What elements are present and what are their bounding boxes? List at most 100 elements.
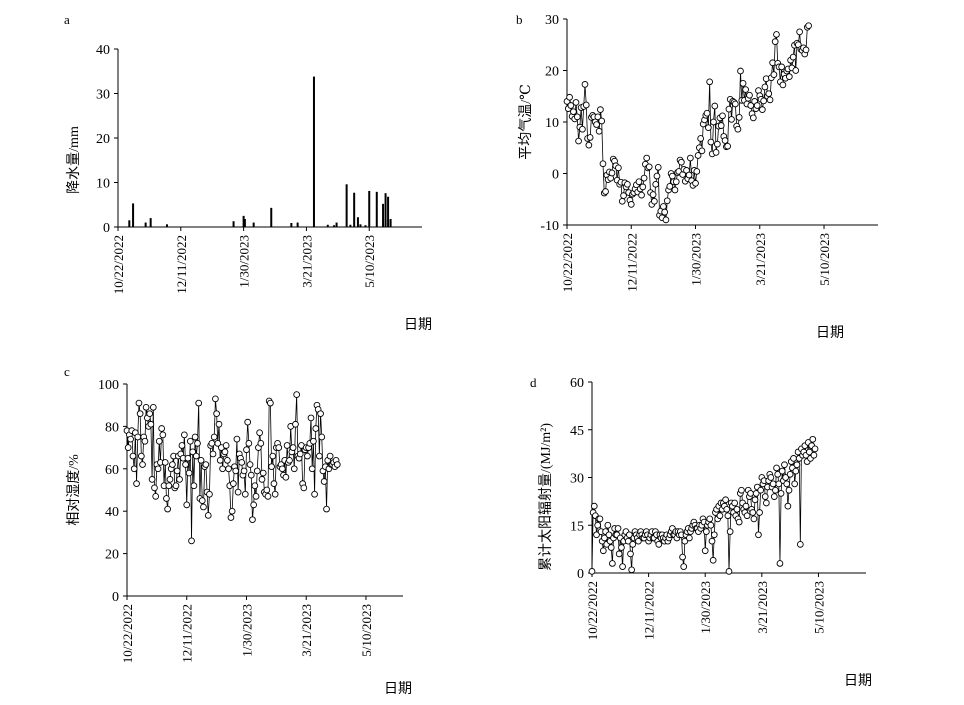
- data-point: [311, 490, 318, 498]
- panel-label-d: d: [530, 375, 537, 390]
- data-point: [146, 410, 154, 418]
- data-point: [789, 53, 797, 61]
- data-point: [710, 118, 717, 126]
- data-point: [289, 444, 297, 451]
- data-point: [308, 465, 316, 473]
- data-point: [234, 488, 242, 496]
- data-point: [773, 31, 780, 38]
- data-point: [627, 550, 634, 558]
- x-tick-label: 1/30/2023: [239, 604, 254, 657]
- data-point: [129, 452, 137, 460]
- data-point: [672, 178, 680, 186]
- plot-area-b: -10 0 10 20 30 10/22/2022 12/11/2022 1/30/2023 3…: [540, 13, 878, 292]
- y-tick-label: 0: [552, 168, 559, 183]
- data-point: [619, 563, 626, 570]
- precip-bar: [243, 218, 246, 227]
- data-point: [802, 46, 810, 54]
- data-point: [202, 461, 210, 468]
- data-point: [774, 470, 782, 478]
- y-tick-label: 30: [96, 88, 110, 103]
- data-point: [326, 452, 334, 460]
- data-point: [136, 410, 144, 418]
- x-tick-label: 3/21/2023: [753, 233, 768, 286]
- data-point: [653, 172, 661, 180]
- data-point: [747, 490, 754, 497]
- data-point: [154, 465, 162, 473]
- data-point: [685, 171, 693, 179]
- data-point: [229, 480, 237, 487]
- data-point: [257, 440, 265, 447]
- data-point: [597, 106, 604, 113]
- data-point: [738, 486, 745, 494]
- data-point: [189, 448, 197, 456]
- x-tick-label: 10/22/2022: [560, 233, 575, 292]
- data-point: [604, 521, 612, 529]
- data-point: [747, 102, 755, 109]
- data-point: [806, 448, 813, 456]
- data-point: [692, 179, 699, 187]
- data-point: [151, 484, 158, 492]
- data-point: [714, 140, 721, 148]
- precip-bar: [353, 192, 356, 227]
- data-point: [599, 160, 607, 168]
- x-tick-label: 3/21/2023: [299, 235, 314, 288]
- data-point: [317, 410, 324, 418]
- data-point: [163, 495, 170, 502]
- data-point: [640, 174, 648, 182]
- data-point: [573, 113, 581, 121]
- data-point: [701, 547, 709, 555]
- data-point: [149, 403, 157, 411]
- data-point: [258, 476, 266, 483]
- data-point: [698, 147, 706, 155]
- data-point: [127, 435, 134, 443]
- data-point: [753, 102, 761, 109]
- data-point: [268, 463, 275, 471]
- data-point: [712, 149, 720, 156]
- data-point: [290, 465, 298, 473]
- data-point: [757, 486, 765, 494]
- data-point: [134, 433, 142, 441]
- data-point: [152, 493, 160, 500]
- data-point: [608, 169, 616, 177]
- data-point: [703, 528, 710, 535]
- data-point: [300, 484, 308, 492]
- data-point: [724, 512, 732, 520]
- data-point: [155, 437, 163, 445]
- panel-label-b: b: [516, 12, 523, 27]
- data-point: [635, 537, 642, 545]
- plot-area-d: 0 15 30 45 60 10/22/2022 12/11/2022 1/30/2023 3/…: [570, 376, 866, 640]
- data-point: [178, 442, 186, 449]
- y-tick-label: 20: [545, 65, 559, 80]
- data-point: [809, 435, 817, 443]
- data-point: [773, 464, 780, 472]
- data-point: [316, 452, 323, 460]
- data-point: [662, 216, 670, 224]
- y-tick-label: 10: [96, 177, 110, 192]
- data-point: [572, 99, 580, 106]
- y-tick-label: 0: [112, 590, 119, 605]
- data-point: [191, 433, 199, 441]
- y-tick-label: 20: [105, 548, 119, 563]
- data-point: [694, 152, 702, 159]
- data-point: [710, 531, 718, 539]
- precip-bar: [359, 224, 362, 227]
- precip-bar: [375, 191, 378, 227]
- data-point: [224, 456, 231, 464]
- data-point: [635, 178, 643, 186]
- x-tick-label: 5/10/2023: [359, 604, 374, 657]
- data-point: [737, 67, 744, 75]
- x-tick-label: 5/10/2023: [362, 235, 377, 288]
- data-point: [195, 399, 203, 407]
- data-point: [181, 431, 188, 439]
- data-point: [666, 183, 674, 190]
- data-point: [770, 71, 778, 78]
- data-point: [598, 117, 606, 125]
- data-point: [259, 469, 267, 477]
- y-tick-label: -10: [540, 219, 559, 234]
- x-tick-label: 3/21/2023: [299, 604, 314, 657]
- data-point: [761, 83, 769, 91]
- data-point: [197, 456, 205, 464]
- y-tick-label: 40: [105, 505, 119, 520]
- data-point: [778, 467, 786, 475]
- data-point: [796, 28, 803, 36]
